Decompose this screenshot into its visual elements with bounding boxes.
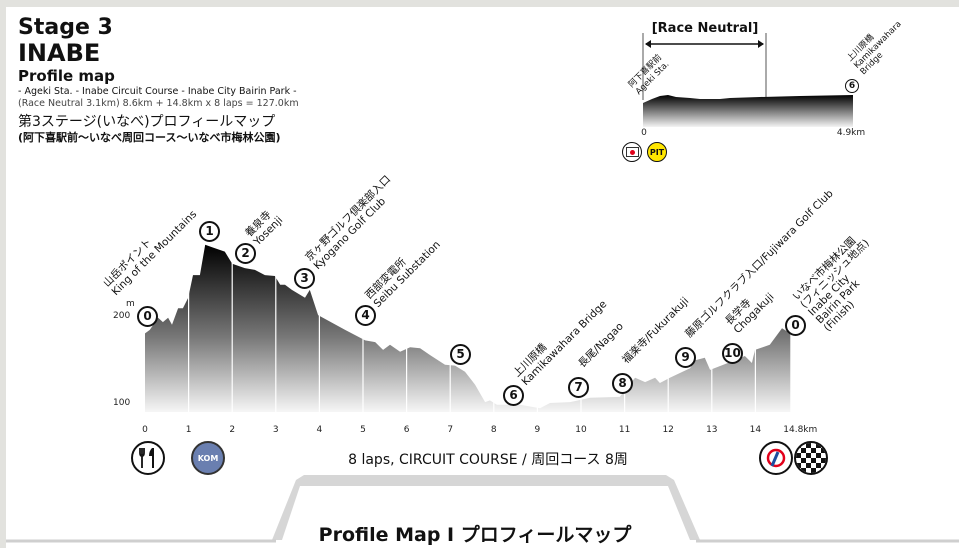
x-tick-label: 7 (447, 425, 454, 435)
title-tab-frame (272, 475, 700, 540)
neutral-arrow-left (645, 40, 651, 48)
x-tick-label: 1 (185, 425, 192, 435)
x-tick-label: 12 (662, 425, 674, 435)
city-title: INABE (18, 39, 101, 67)
x-tick-label: 0 (142, 425, 148, 435)
neutral-arrow-right (758, 40, 764, 48)
neutral-profile-area (643, 95, 853, 127)
subtitle: Profile map (18, 67, 115, 85)
waypoint-0-start: 0 (137, 306, 158, 327)
x-tick-label: 4 (316, 425, 323, 435)
waypoint-10: 10 (722, 343, 743, 364)
kom-icon-label: KOM (197, 453, 219, 463)
jp-route: (阿下喜駅前〜いなべ周回コース〜いなべ市梅林公園) (18, 131, 281, 144)
distance-text: (Race Neutral 3.1km) 8.6km + 14.8km x 8 … (18, 98, 299, 109)
y-unit: m (126, 299, 135, 309)
jp-title: 第3ステージ(いなべ)プロフィールマップ (18, 114, 276, 130)
waypoint-5: 5 (450, 344, 471, 365)
start-flag-icon (622, 142, 642, 162)
waypoint-4: 4 (355, 305, 376, 326)
mini-tick-0: 0 (641, 128, 647, 138)
footer-title: Profile Map I プロフィールマップ (318, 524, 632, 546)
waypoint-8: 8 (612, 373, 633, 394)
finish-flag-icon (794, 441, 828, 475)
x-tick-label: 8 (490, 425, 497, 435)
waypoint-3: 3 (294, 268, 315, 289)
route-text: - Ageki Sta. - Inabe Circuit Course - In… (18, 86, 297, 97)
pit-icon: PIT (647, 142, 667, 162)
kom-icon: KOM (191, 441, 225, 475)
stage-title: Stage 3 (18, 15, 113, 40)
x-tick-label: 6 (403, 425, 410, 435)
waypoint-6: 6 (503, 385, 524, 406)
x-tick-label: 2 (229, 425, 236, 435)
main-profile-chart (145, 200, 791, 412)
x-tick-label: 14.8km (783, 425, 818, 435)
x-tick-label: 13 (706, 425, 718, 435)
x-tick-label: 3 (272, 425, 279, 435)
y-tick-100: 100 (113, 398, 131, 408)
elevation-area (145, 244, 791, 412)
waypoint-1: 1 (199, 221, 220, 242)
x-tick-label: 9 (534, 425, 541, 435)
circuit-laps-label: 8 laps, CIRCUIT COURSE / 周回コース 8周 (348, 452, 628, 468)
x-tick-label: 5 (360, 425, 366, 435)
mini-tick-end: 4.9km (836, 128, 866, 138)
waypoint-finish: 0 (785, 315, 806, 336)
race-neutral-label: [Race Neutral] (651, 21, 759, 36)
feed-zone-icon (131, 441, 165, 475)
y-tick-200: 200 (113, 311, 131, 321)
x-tick-label: 10 (575, 425, 587, 435)
x-tick-label: 11 (618, 425, 631, 435)
waypoint-2: 2 (235, 243, 256, 264)
sprint-icon (759, 441, 793, 475)
waypoint-9: 9 (675, 347, 696, 368)
waypoint-6-mini: 6 (845, 79, 859, 93)
waypoint-7: 7 (568, 377, 589, 398)
x-tick-label: 14 (749, 425, 762, 435)
